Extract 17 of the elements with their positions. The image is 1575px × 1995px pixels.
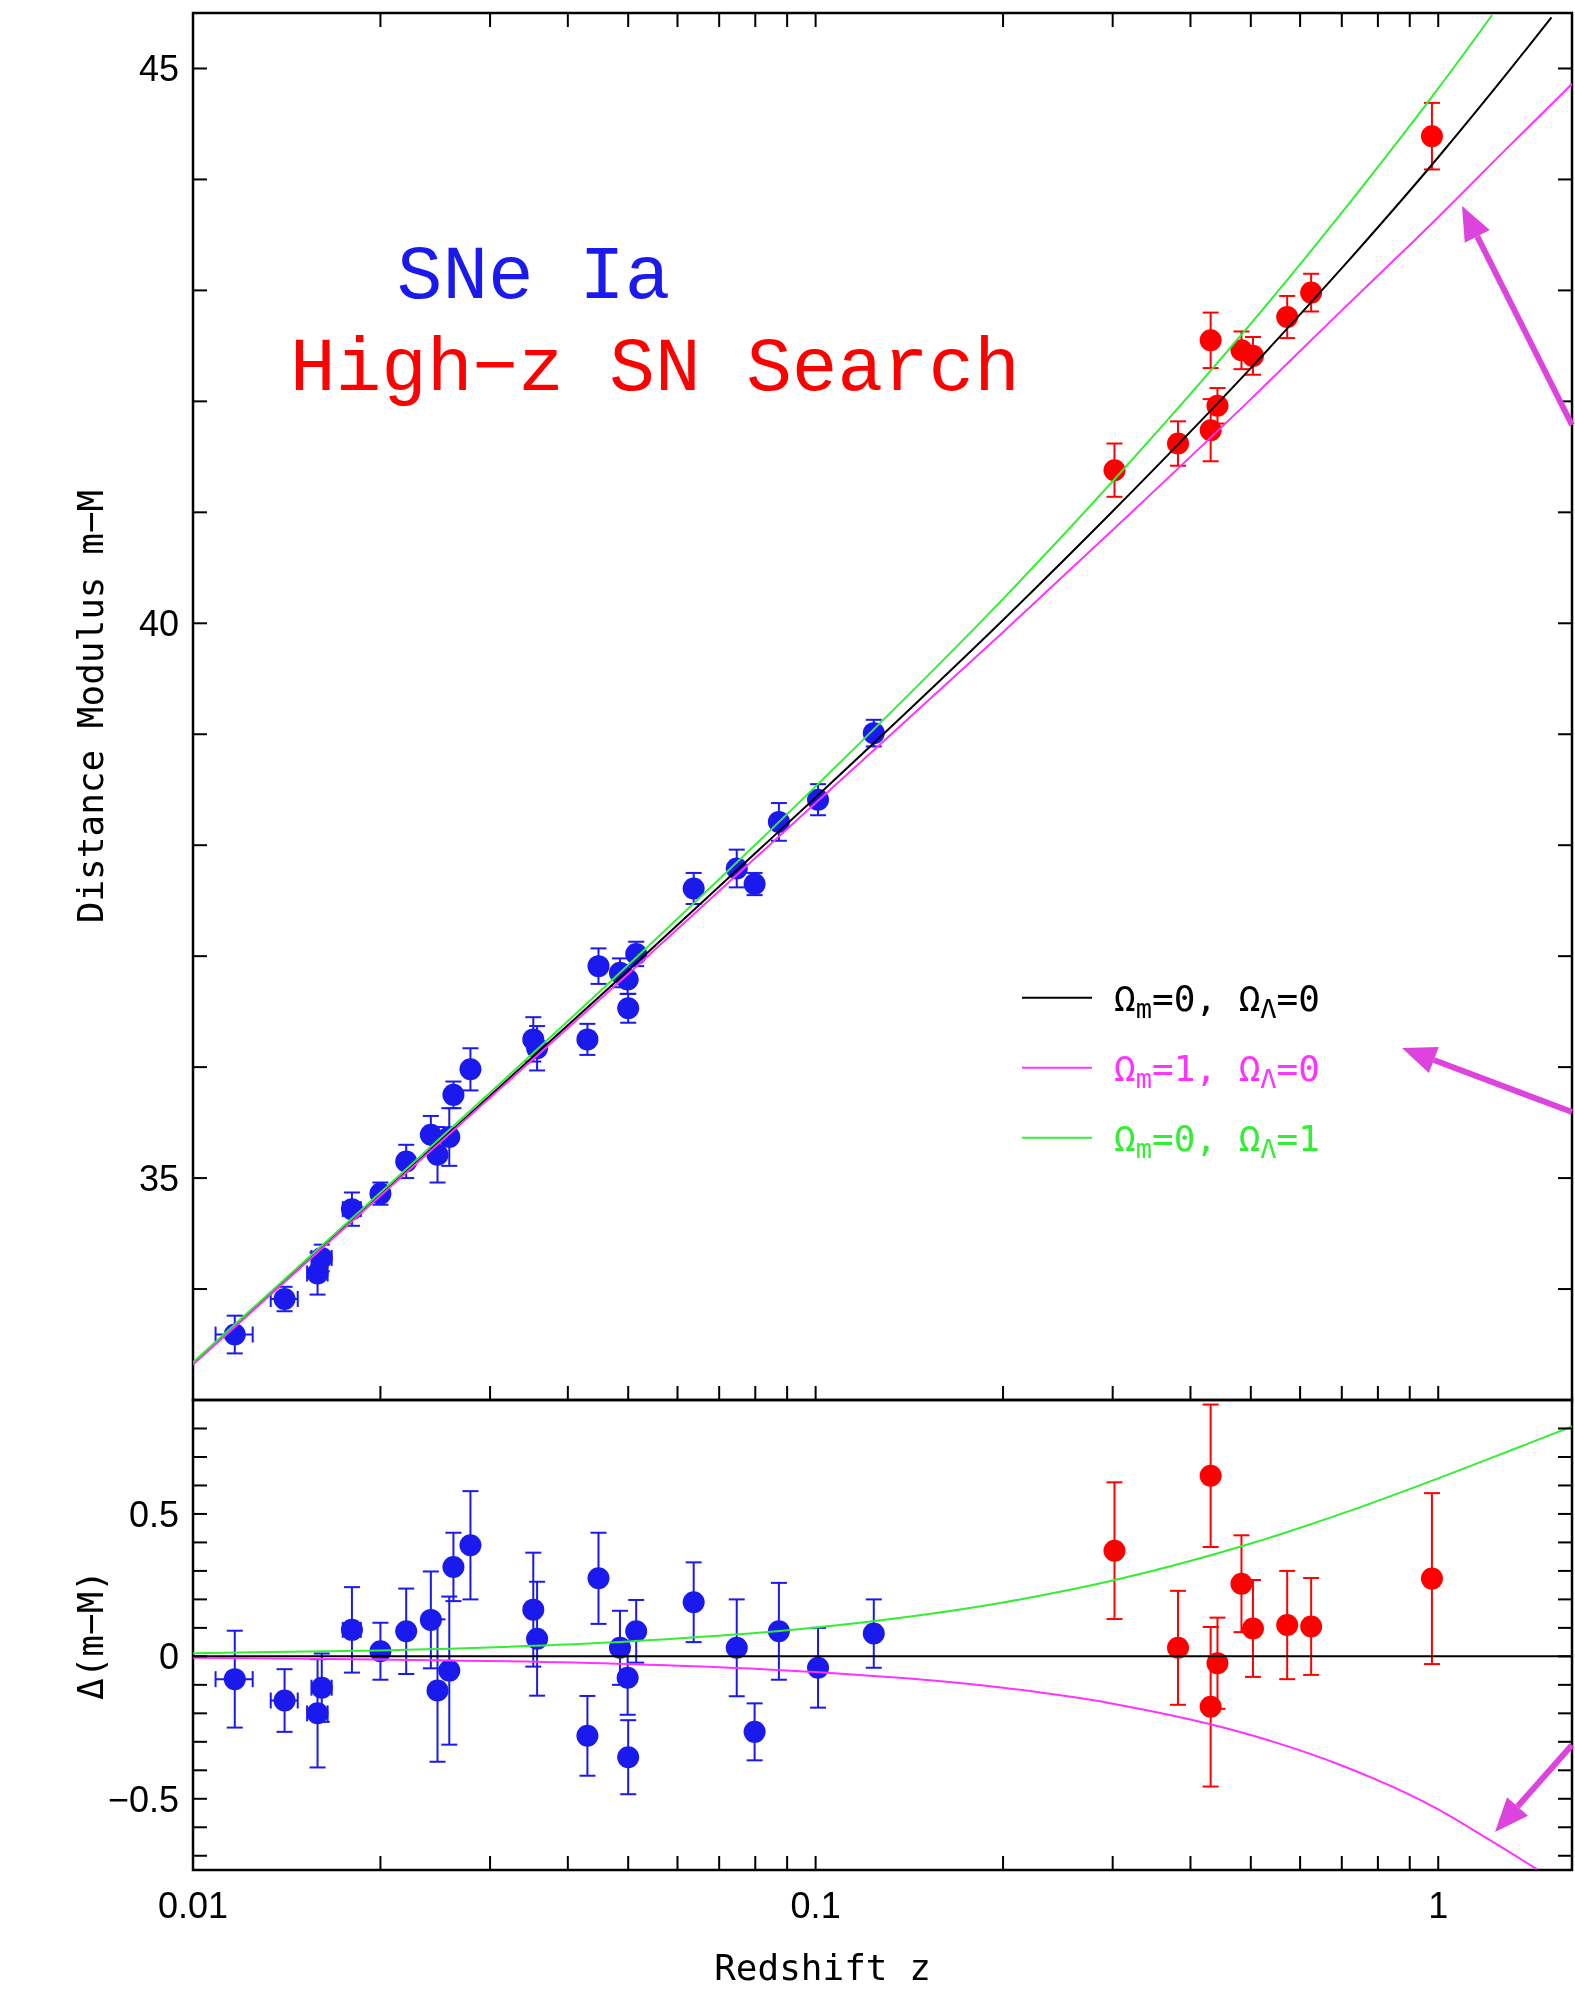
- y-tick-label: 45: [138, 48, 179, 90]
- y-axis-title: Distance Modulus m−M: [70, 489, 111, 924]
- x-tick-label: 0.01: [157, 1885, 229, 1926]
- y-tick-label: −0.5: [107, 1778, 179, 1820]
- y-tick-label: 35: [138, 1158, 179, 1200]
- series-label: High−z SN Search: [290, 327, 1020, 413]
- text: SNe Ia: [396, 235, 671, 321]
- legend-label: Ω$_{m}$=0, Ω$_{Λ}$=1: [1114, 1117, 1320, 1164]
- y-tick-label: 40: [138, 603, 179, 645]
- x-tick-label: 1: [1428, 1885, 1449, 1926]
- x-axis-title: Redshift z: [714, 1947, 931, 1988]
- y-tick-label: 0.5: [128, 1493, 179, 1535]
- y-axis-title: Δ(m−M): [70, 1569, 111, 1701]
- y-tick-label: 0: [158, 1636, 179, 1678]
- legend-label: Ω$_{m}$=1, Ω$_{Λ}$=0: [1114, 1047, 1320, 1094]
- legend-label: Ω$_{m}$=0, Ω$_{Λ}$=0: [1114, 977, 1320, 1024]
- x-tick-label: 0.1: [790, 1885, 841, 1926]
